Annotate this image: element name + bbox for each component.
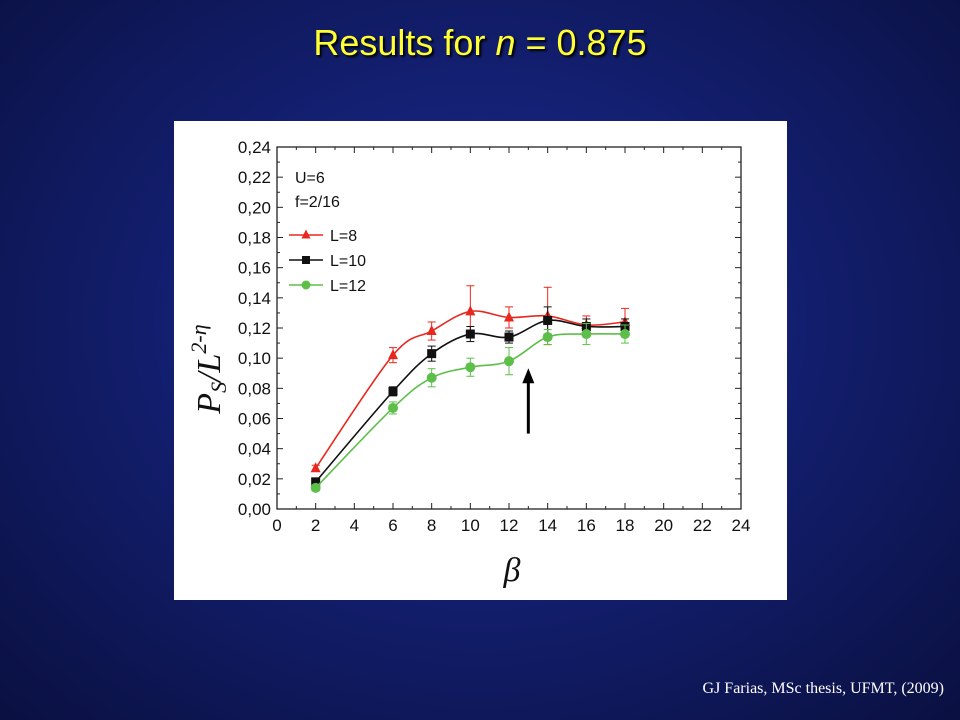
x-tick-label: 12 — [500, 516, 519, 535]
data-point — [504, 311, 514, 322]
legend-marker — [301, 229, 311, 239]
y-tick-label: 0,08 — [238, 379, 271, 398]
data-point — [427, 349, 437, 359]
series-l-12 — [310, 322, 630, 493]
data-point — [426, 372, 437, 383]
data-point — [388, 349, 398, 360]
data-point — [388, 402, 398, 413]
chart: 0 2 4 6 8 10 12 14 16 18 20 22 240,000,020,040,060,0… — [186, 138, 751, 589]
x-tick-label: 2 — [311, 516, 320, 535]
x-tick-label: 20 — [654, 516, 673, 535]
x-tick-label: 8 — [427, 516, 436, 535]
title-variable: n — [495, 22, 516, 63]
y-tick-label: 0,22 — [238, 168, 271, 187]
data-point — [581, 329, 592, 340]
y-tick-label: 0,24 — [238, 138, 271, 157]
arrow-head — [522, 368, 535, 384]
slide-title: Results for n = 0.875 — [0, 22, 960, 64]
x-tick-label: 0 — [272, 516, 281, 535]
series-line — [315, 310, 626, 469]
y-tick-label: 0,20 — [238, 198, 271, 217]
data-point — [542, 332, 553, 343]
y-tick-label: 0,18 — [238, 229, 271, 248]
y-tick-label: 0,10 — [238, 349, 271, 368]
legend-marker — [302, 256, 310, 264]
x-tick-label: 22 — [693, 516, 712, 535]
x-tick-label: 4 — [350, 516, 359, 535]
legend-entry: L=10 — [330, 253, 366, 270]
legend-entry: L=12 — [330, 278, 366, 295]
data-point — [504, 356, 514, 367]
legend-entry: L=8 — [330, 228, 357, 245]
data-point — [543, 315, 553, 325]
y-tick-label: 0,06 — [238, 410, 271, 429]
x-tick-label: 16 — [577, 516, 596, 535]
data-point — [310, 462, 321, 473]
series-l-8 — [310, 285, 630, 473]
data-point — [620, 329, 630, 340]
figure-panel: 0 2 4 6 8 10 12 14 16 18 20 22 24 0,00 0,02 0,04 0,06 0,0… — [174, 121, 787, 600]
data-point — [465, 362, 476, 373]
y-tick-label: 0,16 — [238, 259, 271, 278]
title-suffix: = 0.875 — [515, 22, 647, 63]
y-tick-label: 0,04 — [238, 440, 271, 459]
y-tick-label: 0,14 — [238, 289, 271, 308]
data-point — [388, 386, 398, 396]
title-prefix: Results for — [313, 22, 496, 63]
legend-marker — [301, 280, 311, 290]
data-point — [504, 332, 514, 342]
citation: GJ Farias, MSc thesis, UFMT, (2009) — [702, 680, 944, 697]
annotation-text: U=6 — [295, 170, 325, 187]
x-tick-label: 10 — [461, 516, 480, 535]
y-tick-label: 0,12 — [238, 319, 271, 338]
data-point — [310, 482, 321, 493]
y-tick-label: 0,02 — [238, 470, 271, 489]
y-axis-label: PS/L2-η — [186, 324, 231, 414]
x-tick-label: 14 — [538, 516, 557, 535]
x-tick-label: 18 — [616, 516, 635, 535]
data-point — [426, 325, 437, 336]
y-tick-label: 0,00 — [238, 500, 271, 519]
series-line — [315, 319, 626, 483]
series-line — [315, 333, 626, 489]
x-tick-label: 6 — [388, 516, 397, 535]
x-tick-label: 24 — [732, 516, 751, 535]
data-point — [465, 305, 476, 316]
data-point — [311, 477, 321, 487]
data-point — [465, 329, 475, 339]
annotation-text: f=2/16 — [295, 194, 340, 211]
x-axis-label: β — [503, 552, 521, 589]
